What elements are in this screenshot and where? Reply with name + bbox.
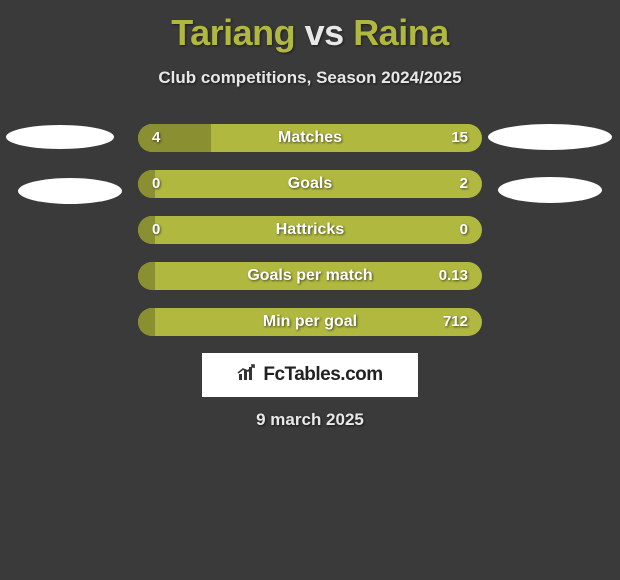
date-text: 9 march 2025 (0, 410, 620, 430)
placeholder-ellipse (6, 125, 114, 149)
bar-value-right: 712 (443, 308, 468, 336)
bar-label: Goals (138, 170, 482, 198)
bar-value-right: 0 (460, 216, 468, 244)
subtitle: Club competitions, Season 2024/2025 (0, 68, 620, 88)
bar-row: 4Matches15 (138, 124, 482, 152)
logo-text: FcTables.com (263, 364, 382, 386)
player2-name: Raina (353, 12, 449, 53)
bar-row: Min per goal712 (138, 308, 482, 336)
bar-label: Min per goal (138, 308, 482, 336)
placeholder-ellipse (18, 178, 122, 204)
logo-box: FcTables.com (202, 353, 418, 397)
bar-row: 0Hattricks0 (138, 216, 482, 244)
chart-icon (237, 364, 259, 387)
comparison-bars: 4Matches150Goals20Hattricks0Goals per ma… (138, 124, 482, 354)
bar-value-right: 0.13 (439, 262, 468, 290)
bar-label: Hattricks (138, 216, 482, 244)
bar-label: Goals per match (138, 262, 482, 290)
placeholder-ellipse (498, 177, 602, 203)
bar-value-right: 2 (460, 170, 468, 198)
comparison-infographic: Tariang vs Raina Club competitions, Seas… (0, 0, 620, 580)
vs-text: vs (305, 12, 344, 53)
bar-row: 0Goals2 (138, 170, 482, 198)
bar-label: Matches (138, 124, 482, 152)
placeholder-ellipse (488, 124, 612, 150)
bar-row: Goals per match0.13 (138, 262, 482, 290)
bar-value-right: 15 (451, 124, 468, 152)
page-title: Tariang vs Raina (0, 0, 620, 54)
player1-name: Tariang (171, 12, 295, 53)
